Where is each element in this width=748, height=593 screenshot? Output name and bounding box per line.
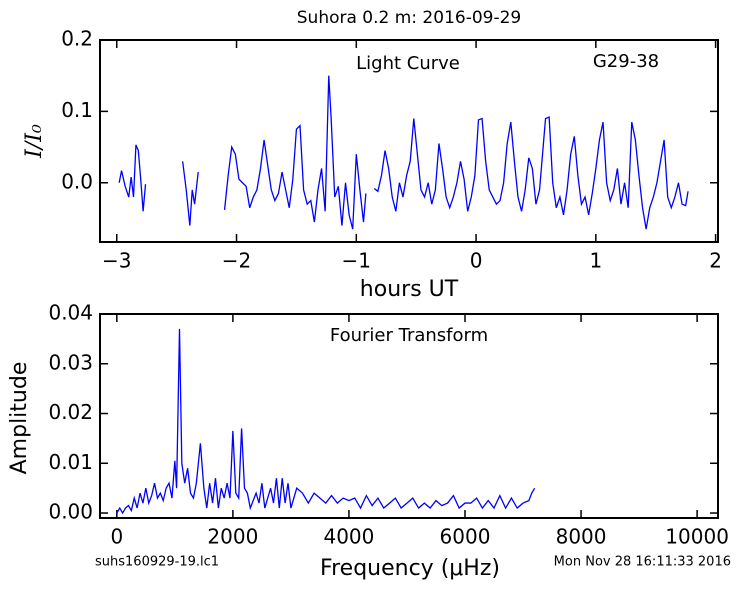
timestamp: Mon Nov 28 16:11:33 2016 bbox=[554, 555, 731, 570]
x-tick-label: −3 bbox=[102, 249, 131, 273]
x-axis-label: hours UT bbox=[360, 277, 459, 302]
x-tick-label: 6000 bbox=[440, 525, 491, 549]
chart-title: Suhora 0.2 m: 2016-09-29 bbox=[297, 8, 521, 28]
x-tick-label: 4000 bbox=[323, 525, 374, 549]
axes-frame bbox=[99, 313, 719, 519]
y-tick-label: 0.1 bbox=[61, 98, 93, 122]
x-tick-label: −2 bbox=[222, 249, 251, 273]
y-axis-label: I/I₀ bbox=[22, 124, 47, 159]
x-tick-label: 2000 bbox=[207, 525, 258, 549]
x-tick-label: 0 bbox=[110, 525, 123, 549]
data-line bbox=[116, 328, 536, 515]
x-axis-label: Frequency (μHz) bbox=[320, 556, 500, 581]
x-tick-label: 1 bbox=[589, 249, 602, 273]
y-tick-label: 0.02 bbox=[48, 400, 93, 424]
y-tick-label: 0.04 bbox=[48, 301, 93, 325]
x-tick-label: 2 bbox=[709, 249, 722, 273]
y-axis-label: Amplitude bbox=[7, 362, 32, 475]
x-tick-label: −1 bbox=[342, 249, 371, 273]
y-tick-label: 0.01 bbox=[48, 450, 93, 474]
x-tick-label: 8000 bbox=[556, 525, 607, 549]
x-tick-label: 0 bbox=[470, 249, 483, 273]
annotation: Fourier Transform bbox=[330, 325, 488, 346]
axes-frame bbox=[99, 39, 719, 243]
y-tick-label: 0.00 bbox=[48, 500, 93, 524]
y-tick-label: 0.0 bbox=[61, 169, 93, 193]
file-name: suhs160929-19.lc1 bbox=[95, 555, 219, 570]
annotation: Light Curve bbox=[356, 53, 460, 74]
y-tick-label: 0.03 bbox=[48, 350, 93, 374]
y-tick-label: 0.2 bbox=[61, 27, 93, 51]
x-tick-label: 10000 bbox=[665, 525, 729, 549]
annotation: G29-38 bbox=[593, 51, 659, 72]
data-line bbox=[118, 75, 689, 230]
